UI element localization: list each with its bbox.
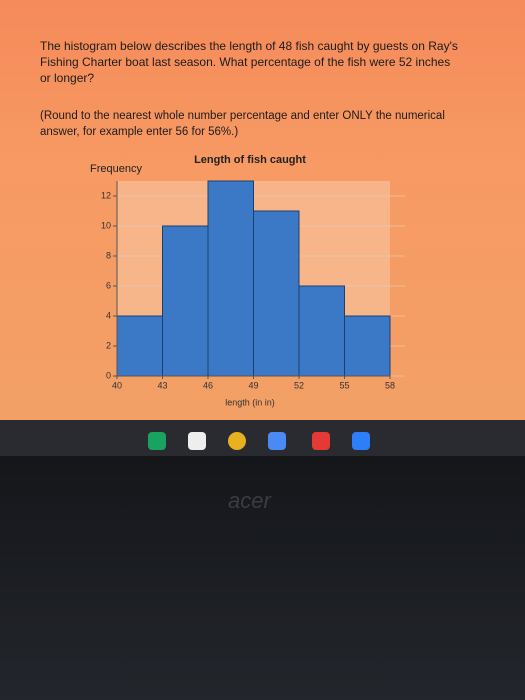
- y-tick-label: 10: [101, 220, 111, 230]
- y-axis-label: Frequency: [90, 163, 142, 175]
- files-icon[interactable]: [352, 432, 370, 450]
- instruction-text: (Round to the nearest whole number perce…: [40, 110, 445, 138]
- bar: [207, 180, 254, 377]
- chart-title: Length of fish caught: [194, 154, 306, 166]
- question-text: The histogram below describes the length…: [40, 39, 458, 85]
- y-tick-label: 12: [101, 190, 111, 200]
- x-tick-label: 52: [294, 380, 304, 390]
- x-tick-label: 40: [112, 380, 122, 390]
- x-tick-label: 58: [385, 380, 395, 390]
- chart: Length of fish caught Frequency length (…: [90, 154, 405, 408]
- y-tick-label: 8: [106, 250, 111, 260]
- gmail-icon[interactable]: [188, 432, 206, 450]
- bar: [116, 315, 163, 377]
- bar: [162, 225, 209, 377]
- y-tick-label: 4: [106, 310, 111, 320]
- bar: [344, 315, 391, 377]
- x-tick-label: 55: [339, 380, 349, 390]
- bar: [253, 210, 300, 377]
- x-axis-label: length (in in): [225, 397, 275, 407]
- play-icon[interactable]: [148, 432, 166, 450]
- bar: [298, 285, 345, 377]
- y-tick-label: 0: [106, 370, 111, 380]
- x-tick-label: 46: [203, 380, 213, 390]
- docs-icon[interactable]: [268, 432, 286, 450]
- youtube-icon[interactable]: [312, 432, 330, 450]
- y-tick-label: 2: [106, 340, 111, 350]
- chrome-icon[interactable]: [228, 432, 246, 450]
- y-tick-label: 6: [106, 280, 111, 290]
- laptop-body: [0, 456, 525, 700]
- brand-logo: acer: [228, 488, 271, 513]
- x-tick-label: 49: [248, 380, 258, 390]
- x-tick-label: 43: [157, 380, 167, 390]
- taskbar: [0, 420, 525, 456]
